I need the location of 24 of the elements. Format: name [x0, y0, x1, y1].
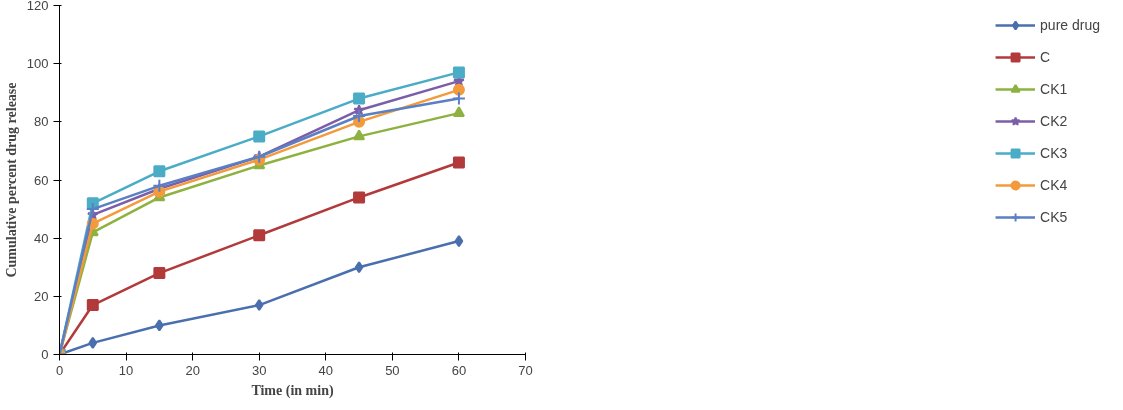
y-tick-label: 80 [34, 114, 49, 130]
x-tick-label: 20 [185, 362, 200, 378]
y-tick-label: 40 [34, 230, 49, 246]
y-tick-label: 20 [34, 288, 49, 304]
x-tick-label: 50 [385, 362, 400, 378]
x-tick-label: 70 [518, 362, 533, 378]
legend-label: CK5 [1040, 209, 1068, 225]
y-tick-label: 100 [26, 56, 49, 72]
legend-label: CK3 [1040, 145, 1068, 161]
x-tick-label: 0 [55, 362, 64, 378]
x-axis-title: Time (in min) [251, 382, 334, 399]
legend-label: pure drug [1040, 17, 1100, 33]
y-tick-label: 0 [41, 347, 49, 362]
legend-label: CK4 [1040, 177, 1068, 193]
legend-label: CK2 [1040, 113, 1068, 129]
x-tick-label: 40 [318, 362, 334, 378]
y-axis-title: Cumulative percent drug release [3, 82, 19, 278]
x-tick-label: 60 [451, 362, 467, 378]
legend-label: C [1040, 49, 1052, 65]
y-tick-label: 60 [34, 172, 49, 188]
x-tick-label: 30 [251, 362, 267, 378]
x-tick-label: 10 [118, 362, 134, 378]
legend-label: CK1 [1040, 81, 1068, 97]
y-tick-label: 120 [26, 0, 49, 13]
